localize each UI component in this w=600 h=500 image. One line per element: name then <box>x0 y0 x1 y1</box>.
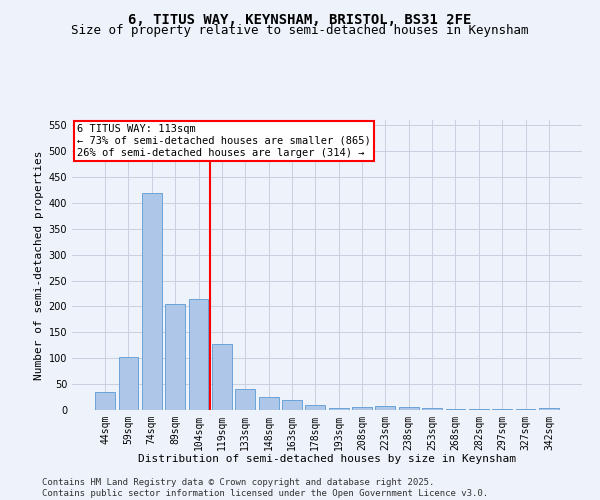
Bar <box>95 392 115 410</box>
Text: 6, TITUS WAY, KEYNSHAM, BRISTOL, BS31 2FE: 6, TITUS WAY, KEYNSHAM, BRISTOL, BS31 2F… <box>128 12 472 26</box>
Bar <box>165 304 185 410</box>
Text: 6 TITUS WAY: 113sqm
← 73% of semi-detached houses are smaller (865)
26% of semi-: 6 TITUS WAY: 113sqm ← 73% of semi-detach… <box>77 124 371 158</box>
Bar <box>282 400 302 410</box>
Bar <box>376 406 395 410</box>
Bar <box>399 407 419 410</box>
Bar <box>212 344 232 410</box>
Text: Size of property relative to semi-detached houses in Keynsham: Size of property relative to semi-detach… <box>71 24 529 37</box>
Bar <box>188 298 208 410</box>
Bar <box>352 407 372 410</box>
Bar <box>492 409 512 410</box>
Bar <box>259 397 278 410</box>
Text: Contains HM Land Registry data © Crown copyright and database right 2025.
Contai: Contains HM Land Registry data © Crown c… <box>42 478 488 498</box>
Bar <box>235 390 255 410</box>
Bar <box>422 408 442 410</box>
Bar <box>329 408 349 410</box>
Y-axis label: Number of semi-detached properties: Number of semi-detached properties <box>34 150 44 380</box>
Bar <box>305 406 325 410</box>
Bar <box>142 192 162 410</box>
Bar <box>539 408 559 410</box>
Bar <box>119 357 139 410</box>
X-axis label: Distribution of semi-detached houses by size in Keynsham: Distribution of semi-detached houses by … <box>138 454 516 464</box>
